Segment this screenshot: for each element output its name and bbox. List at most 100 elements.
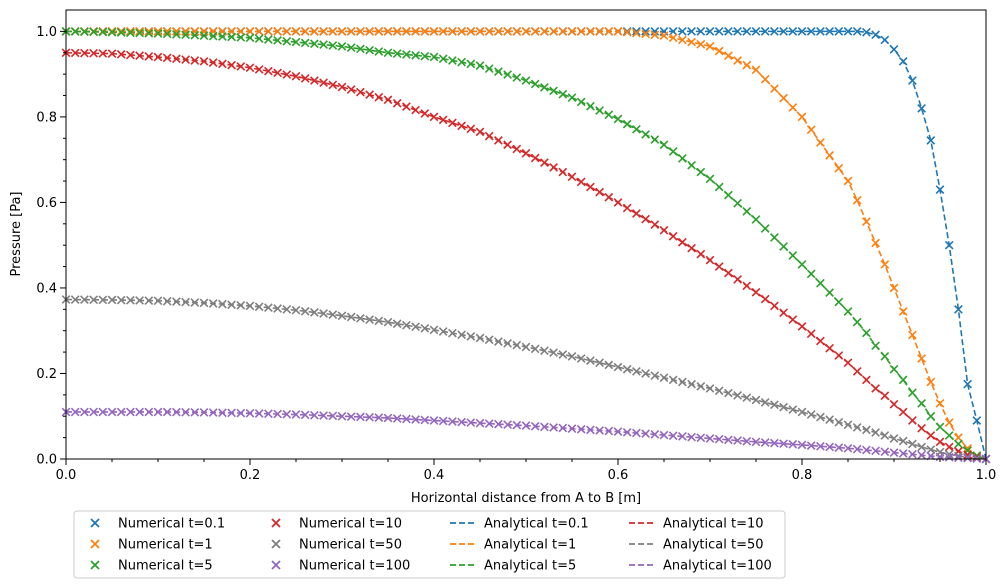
data-point xyxy=(356,27,365,36)
data-point xyxy=(236,33,246,42)
y-tick-label: 0.0 xyxy=(36,453,57,468)
data-point xyxy=(466,27,476,36)
data-point xyxy=(116,295,126,305)
data-point xyxy=(944,442,954,452)
data-point xyxy=(816,441,825,451)
data-point xyxy=(484,419,494,428)
data-point xyxy=(843,358,853,368)
data-point xyxy=(457,57,466,67)
data-point xyxy=(98,295,108,305)
data-point xyxy=(126,28,135,38)
data-point xyxy=(89,48,98,58)
data-point xyxy=(834,417,844,427)
data-point xyxy=(733,56,742,65)
data-point xyxy=(696,39,706,49)
data-point xyxy=(668,231,678,241)
data-point xyxy=(843,176,853,186)
data-point xyxy=(245,33,255,43)
data-point xyxy=(475,333,485,343)
data-point xyxy=(512,144,522,154)
x-tick-label: 0.0 xyxy=(56,468,77,483)
data-point xyxy=(199,298,209,308)
data-point xyxy=(898,307,908,316)
data-point xyxy=(365,27,374,36)
data-point xyxy=(190,298,200,307)
data-point xyxy=(420,109,430,118)
data-point xyxy=(595,358,604,368)
data-point xyxy=(199,408,209,417)
data-point xyxy=(788,251,798,260)
data-point xyxy=(908,388,917,398)
data-point xyxy=(540,158,549,168)
data-point xyxy=(944,240,954,250)
legend-entry-label: Numerical t=50 xyxy=(299,538,402,553)
data-point xyxy=(291,71,301,81)
data-point xyxy=(696,167,706,177)
data-point xyxy=(530,27,540,36)
data-point xyxy=(438,115,448,125)
data-point xyxy=(972,416,982,425)
data-point xyxy=(300,410,310,420)
data-point xyxy=(346,312,356,322)
data-point xyxy=(954,304,963,314)
data-point xyxy=(595,426,604,435)
data-point xyxy=(466,124,476,134)
data-point xyxy=(880,35,890,45)
data-point xyxy=(383,317,393,327)
data-point xyxy=(530,344,540,354)
data-point xyxy=(825,343,834,353)
data-point xyxy=(162,53,172,63)
data-point xyxy=(954,433,963,442)
data-point xyxy=(291,410,301,419)
data-point xyxy=(494,67,503,76)
data-point xyxy=(898,449,908,458)
data-point xyxy=(181,27,190,36)
data-point xyxy=(751,27,761,36)
data-point xyxy=(650,371,660,380)
data-point xyxy=(457,27,466,36)
data-point xyxy=(172,407,181,417)
data-point xyxy=(843,420,853,430)
data-point xyxy=(751,65,761,75)
data-point xyxy=(678,154,687,163)
data-point xyxy=(402,27,411,36)
data-point xyxy=(346,43,356,52)
data-point xyxy=(107,295,117,305)
x-tick-label: 0.6 xyxy=(608,468,629,483)
data-point xyxy=(770,400,779,410)
legend-entry-label: Analytical t=5 xyxy=(484,559,576,574)
data-point xyxy=(678,35,687,45)
data-point xyxy=(337,41,347,51)
data-point xyxy=(908,416,917,425)
data-point xyxy=(116,407,126,417)
data-point xyxy=(862,425,871,435)
legend-marker-cross xyxy=(90,560,100,570)
data-point xyxy=(779,308,788,318)
data-point xyxy=(162,407,172,417)
data-point xyxy=(374,316,384,326)
legend-entry-label: Analytical t=100 xyxy=(663,559,772,574)
data-point xyxy=(484,27,494,36)
data-point xyxy=(494,27,503,36)
data-point xyxy=(310,410,319,420)
data-point xyxy=(595,106,604,115)
data-point xyxy=(558,423,568,433)
x-axis-label: Horizontal distance from A to B [m] xyxy=(411,491,641,506)
data-point xyxy=(770,301,779,311)
data-point xyxy=(871,30,880,40)
data-point xyxy=(705,41,715,51)
data-point xyxy=(80,407,89,417)
data-point xyxy=(429,325,439,335)
data-point xyxy=(448,118,457,128)
data-point xyxy=(374,92,384,102)
data-point xyxy=(282,304,292,314)
data-point xyxy=(356,412,365,422)
data-point xyxy=(641,130,650,139)
data-point xyxy=(172,30,181,39)
data-point xyxy=(254,27,264,36)
data-point xyxy=(236,300,246,310)
analytical-line-t=5 xyxy=(65,30,987,460)
data-point xyxy=(411,105,420,115)
data-point xyxy=(779,93,788,103)
data-point xyxy=(558,89,568,99)
